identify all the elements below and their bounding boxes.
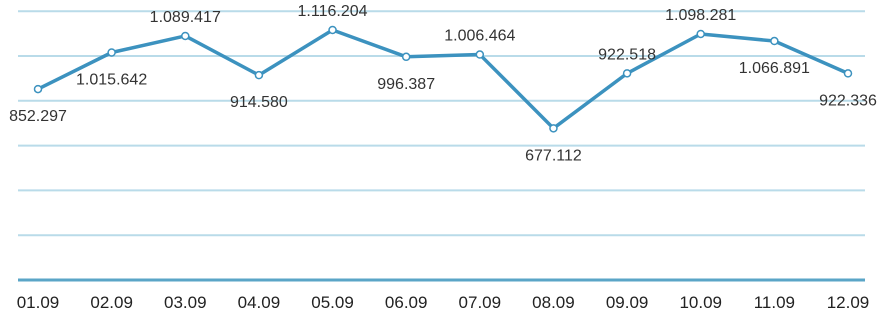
data-point bbox=[254, 70, 264, 80]
data-point bbox=[181, 31, 190, 41]
data-label: 922.518 bbox=[598, 46, 656, 63]
x-tick-label: 02.09 bbox=[90, 293, 133, 312]
data-point bbox=[33, 84, 43, 94]
data-point bbox=[770, 36, 779, 46]
x-tick-label: 01.09 bbox=[17, 293, 60, 312]
data-labels: 852.297 1.015.642 1.089.417 914.580 1.116.20… bbox=[9, 3, 877, 164]
data-label: 922.336 bbox=[819, 92, 877, 109]
data-point bbox=[401, 52, 411, 62]
x-tick-label: 03.09 bbox=[164, 293, 207, 312]
gridlines bbox=[18, 10, 865, 282]
data-label: 1.015.642 bbox=[76, 71, 147, 88]
data-point bbox=[622, 69, 632, 78]
x-tick-label: 11.09 bbox=[754, 293, 795, 312]
data-label: 1.006.464 bbox=[444, 28, 515, 45]
data-label: 1.066.891 bbox=[739, 60, 810, 77]
data-point bbox=[843, 69, 853, 78]
data-label: 852.297 bbox=[9, 108, 67, 125]
data-label: 1.116.204 bbox=[298, 3, 368, 20]
data-point bbox=[328, 25, 337, 35]
data-point bbox=[107, 48, 116, 57]
x-tick-label: 09.09 bbox=[606, 293, 649, 312]
x-tick-label: 05.09 bbox=[311, 293, 354, 312]
series-layer bbox=[33, 25, 853, 133]
data-point bbox=[549, 124, 558, 133]
data-label: 677.112 bbox=[525, 147, 582, 164]
x-tick-label: 10.09 bbox=[679, 293, 722, 312]
data-label: 1.098.281 bbox=[665, 7, 736, 24]
data-label: 996.387 bbox=[377, 76, 435, 93]
x-axis-ticks: 01.09 02.09 03.09 04.09 05.09 06.09 07.09 08.09… bbox=[17, 293, 870, 312]
x-tick-label: 08.09 bbox=[532, 293, 575, 312]
series-line bbox=[36, 28, 850, 131]
data-point bbox=[696, 29, 705, 39]
x-tick-label: 12.09 bbox=[827, 293, 870, 312]
x-tick-label: 07.09 bbox=[459, 293, 502, 312]
x-tick-label: 04.09 bbox=[238, 293, 281, 312]
data-label: 1.089.417 bbox=[150, 9, 221, 26]
data-point bbox=[475, 50, 485, 59]
data-label: 914.580 bbox=[230, 94, 288, 111]
x-tick-label: 06.09 bbox=[385, 293, 428, 312]
